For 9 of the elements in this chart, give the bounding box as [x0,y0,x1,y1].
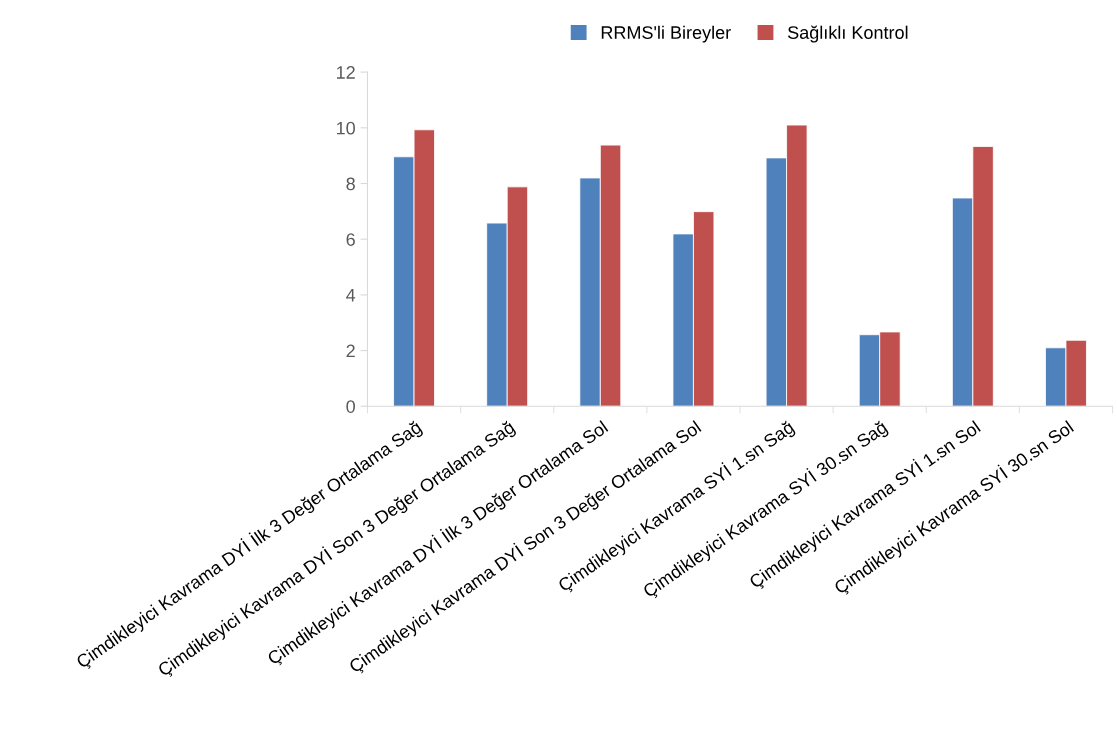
y-tick-label: 8 [346,177,355,191]
y-tick-label: 12 [336,66,355,79]
y-tick-label: 2 [346,344,355,358]
y-tick-label: 0 [346,400,355,413]
legend-label: RRMS'li Bireyler [601,25,731,43]
y-tick-label: 6 [346,233,355,246]
y-tick-label: 4 [346,289,356,302]
legend-label: Sağlıklı Kontrol [787,25,908,43]
y-tick-label: 10 [336,121,355,135]
